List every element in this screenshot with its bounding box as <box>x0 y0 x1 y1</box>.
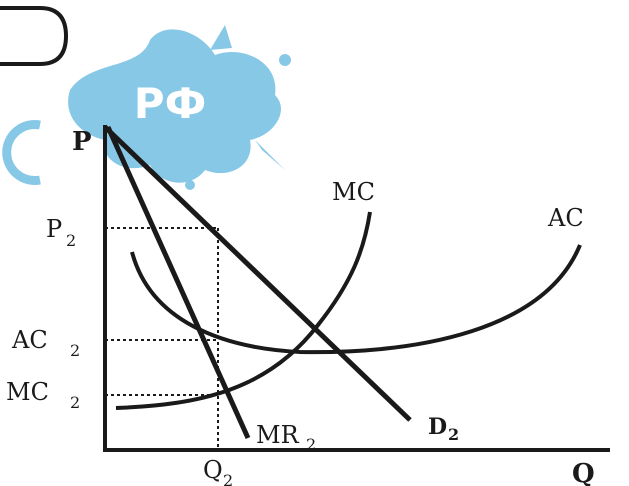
ac-curve-label: AC <box>547 204 584 232</box>
svg-text:2: 2 <box>66 231 76 250</box>
svg-text:Q: Q <box>203 456 223 484</box>
svg-text:2: 2 <box>306 435 316 454</box>
demand-curve-label: D 2 <box>428 414 459 444</box>
svg-text:D: D <box>428 414 447 440</box>
rounded-frame <box>0 8 66 64</box>
q2-label: Q 2 <box>203 456 233 486</box>
y-axis-label: P <box>72 127 92 157</box>
svg-text:MC: MC <box>6 378 49 406</box>
logo-splash: РФ <box>7 25 291 190</box>
mc2-label: MC 2 <box>6 378 80 412</box>
svg-text:2: 2 <box>223 471 233 486</box>
p2-label: P 2 <box>46 215 76 250</box>
svg-text:2: 2 <box>448 425 459 444</box>
logo-ring <box>7 125 40 181</box>
svg-text:AC: AC <box>11 326 48 354</box>
ac2-label: AC 2 <box>11 326 80 360</box>
mc-curve <box>116 212 370 408</box>
svg-text:2: 2 <box>70 393 80 412</box>
svg-text:P: P <box>46 215 62 243</box>
svg-text:MR: MR <box>256 421 300 449</box>
x-axis-label: Q <box>572 459 595 486</box>
svg-text:2: 2 <box>70 341 80 360</box>
mc-curve-label: MC <box>332 178 375 206</box>
logo-text: РФ <box>134 79 206 128</box>
